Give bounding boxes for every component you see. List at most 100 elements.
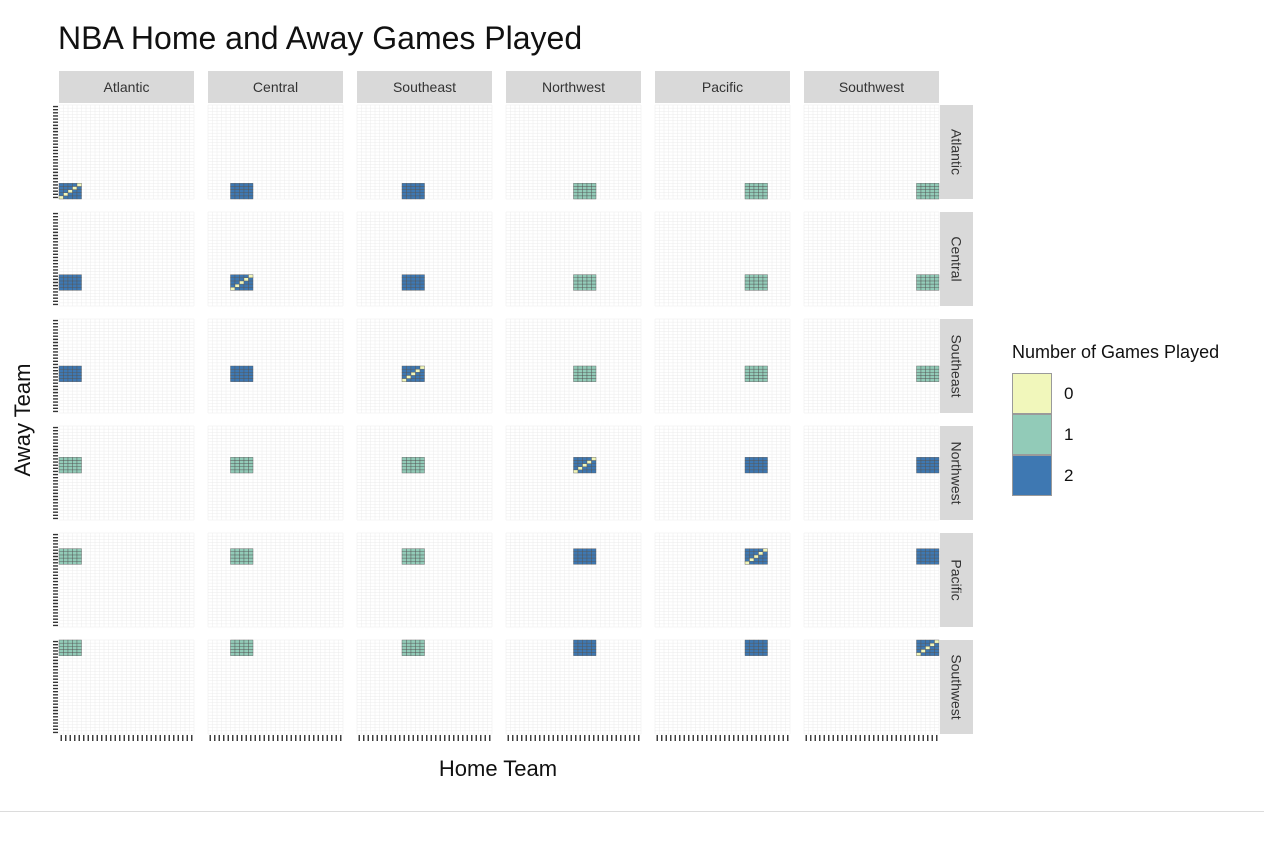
- tile-southwest-southeast: [406, 639, 412, 644]
- tile-southeast-pacific: [753, 368, 759, 373]
- tile-central-southwest: [934, 280, 940, 285]
- tile-atlantic-northwest: [577, 195, 583, 200]
- tile-northwest-central: [230, 469, 236, 474]
- tile-atlantic-pacific: [762, 192, 768, 197]
- tile-atlantic-atlantic: [58, 189, 64, 193]
- tile-southwest-southwest: [916, 642, 922, 647]
- tile-southeast-southeast: [406, 368, 412, 373]
- tile-pacific-southeast: [419, 561, 425, 565]
- tile-atlantic-southwest: [929, 195, 935, 200]
- tile-southeast-northwest: [582, 368, 588, 373]
- tile-southeast-southwest: [916, 368, 922, 373]
- tile-atlantic-pacific: [758, 183, 764, 187]
- tile-atlantic-pacific: [753, 189, 759, 193]
- tile-southwest-central: [234, 646, 240, 650]
- tile-southeast-atlantic: [67, 372, 73, 376]
- tile-southeast-central: [248, 365, 254, 370]
- tile-atlantic-central: [239, 189, 245, 193]
- tile-central-southeast: [419, 287, 425, 291]
- tile-northwest-pacific: [749, 469, 755, 474]
- tile-northwest-southwest: [925, 460, 931, 464]
- tile-southwest-southeast: [410, 642, 416, 647]
- tile-atlantic-northwest: [586, 186, 592, 190]
- tile-southwest-southwest: [916, 652, 922, 656]
- tile-central-southeast: [406, 280, 412, 285]
- tile-atlantic-atlantic: [72, 189, 78, 193]
- tile-atlantic-central: [243, 189, 249, 193]
- tile-northwest-central: [239, 469, 245, 474]
- tile-northwest-atlantic: [76, 469, 82, 474]
- tile-northwest-southeast: [410, 457, 416, 461]
- tile-pacific-pacific: [744, 557, 750, 562]
- tile-central-southeast: [406, 283, 412, 288]
- tile-central-atlantic: [63, 287, 69, 291]
- tile-southeast-northwest: [586, 372, 592, 376]
- tile-pacific-southwest: [916, 554, 922, 559]
- tile-atlantic-central: [248, 186, 254, 190]
- y-axis-ticks-southwest: [53, 640, 58, 734]
- tile-southwest-central: [243, 646, 249, 650]
- tile-pacific-southwest: [929, 557, 935, 562]
- tile-southeast-pacific: [744, 372, 750, 376]
- tile-northwest-central: [234, 460, 240, 464]
- tile-pacific-southwest: [920, 554, 926, 559]
- tile-northwest-pacific: [758, 469, 764, 474]
- tile-central-southwest: [925, 280, 931, 285]
- tile-atlantic-northwest: [582, 195, 588, 200]
- tile-southeast-pacific: [744, 378, 750, 382]
- tile-southeast-pacific: [762, 368, 768, 373]
- tile-atlantic-southeast: [419, 189, 425, 193]
- tile-atlantic-southeast: [406, 189, 412, 193]
- tile-central-atlantic: [58, 274, 64, 279]
- tile-southeast-southwest: [929, 368, 935, 373]
- panel-gridlines: [803, 211, 940, 307]
- tile-northwest-pacific: [758, 460, 764, 464]
- tile-central-southwest: [925, 274, 931, 279]
- tile-atlantic-atlantic: [67, 195, 73, 200]
- tile-southeast-pacific: [749, 375, 755, 379]
- tile-southwest-southwest: [929, 652, 935, 656]
- tile-southwest-southeast: [410, 639, 416, 644]
- footer-divider: [0, 811, 1264, 812]
- tile-central-southeast: [419, 277, 425, 282]
- x-axis-ticks-central: [209, 735, 342, 741]
- tile-northwest-northwest: [573, 460, 579, 464]
- row-strip-southeast: [940, 319, 973, 413]
- tile-southeast-southeast: [406, 372, 412, 376]
- tile-southeast-atlantic: [72, 378, 78, 382]
- tile-northwest-southwest: [920, 463, 926, 467]
- row-strip-pacific: [940, 533, 973, 627]
- tile-pacific-northwest: [582, 551, 588, 556]
- tile-pacific-central: [243, 561, 249, 565]
- tile-northwest-southeast: [406, 466, 412, 471]
- tile-central-central: [234, 280, 240, 285]
- tile-atlantic-southwest: [920, 186, 926, 190]
- tile-northwest-southwest: [934, 457, 940, 461]
- tile-pacific-central: [230, 548, 236, 552]
- tile-atlantic-northwest: [586, 192, 592, 197]
- tile-southeast-southeast: [401, 365, 407, 370]
- tile-atlantic-atlantic: [76, 195, 82, 200]
- tile-southwest-central: [248, 652, 254, 656]
- tile-southeast-southwest: [916, 372, 922, 376]
- tile-pacific-atlantic: [72, 548, 78, 552]
- tile-central-southwest: [925, 287, 931, 291]
- tile-southeast-central: [248, 368, 254, 373]
- tile-northwest-northwest: [591, 460, 597, 464]
- tile-pacific-central: [234, 561, 240, 565]
- tile-central-pacific: [744, 283, 750, 288]
- tile-pacific-atlantic: [67, 548, 73, 552]
- tile-southwest-southwest: [929, 642, 935, 647]
- legend-item-1: 1: [1012, 414, 1219, 455]
- tile-pacific-central: [243, 554, 249, 559]
- tile-northwest-southwest: [929, 469, 935, 474]
- tile-central-atlantic: [67, 283, 73, 288]
- tile-southeast-central: [243, 365, 249, 370]
- y-axis-title: Away Team: [10, 364, 35, 477]
- tile-pacific-southwest: [929, 561, 935, 565]
- tile-southeast-central: [248, 372, 254, 376]
- tile-atlantic-pacific: [749, 195, 755, 200]
- tile-southwest-southeast: [415, 649, 421, 653]
- tile-southeast-southeast: [419, 375, 425, 379]
- tile-northwest-central: [230, 463, 236, 467]
